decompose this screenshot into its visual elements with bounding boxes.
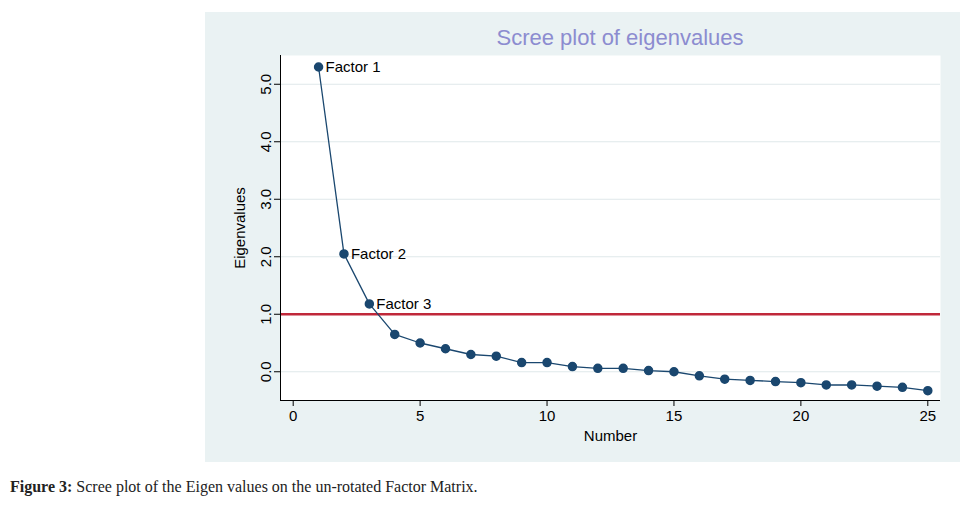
svg-text:1.0: 1.0	[257, 304, 274, 325]
svg-text:4.0: 4.0	[257, 131, 274, 152]
svg-text:Factor 1: Factor 1	[326, 58, 381, 75]
svg-text:Factor 2: Factor 2	[351, 245, 406, 262]
svg-text:15: 15	[666, 407, 683, 424]
svg-text:0: 0	[289, 407, 297, 424]
svg-text:10: 10	[539, 407, 556, 424]
svg-text:5.0: 5.0	[257, 74, 274, 95]
svg-text:3.0: 3.0	[257, 189, 274, 210]
svg-text:Number: Number	[584, 427, 637, 444]
svg-text:5: 5	[416, 407, 424, 424]
html-text:Figure 3: Scree plot of the Ei: Figure 3: Scree plot of the Eigen values…	[10, 478, 478, 495]
svg-text:Eigenvalues: Eigenvalues	[231, 187, 248, 269]
html-text:Scree plot of eigenvalues: Scree plot of eigenvalues	[496, 25, 744, 50]
svg-text:25: 25	[919, 407, 936, 424]
svg-text:0.0: 0.0	[257, 361, 274, 382]
svg-text:20: 20	[793, 407, 810, 424]
svg-text:2.0: 2.0	[257, 246, 274, 267]
svg-text:Factor 3: Factor 3	[376, 295, 431, 312]
